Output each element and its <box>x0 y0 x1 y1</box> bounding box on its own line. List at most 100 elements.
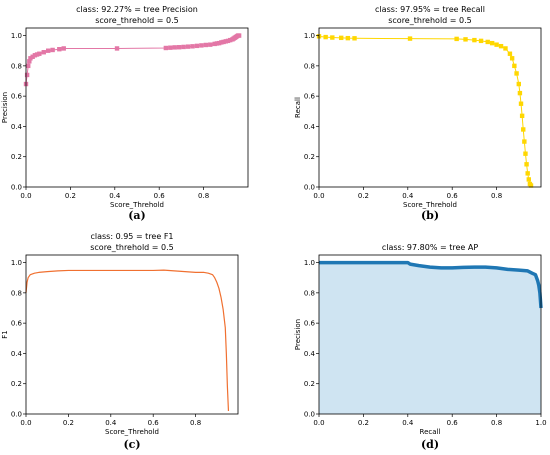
data-point-1 <box>323 34 328 40</box>
series-line <box>25 269 230 411</box>
data-point-6 <box>32 53 38 58</box>
data-point-22 <box>194 43 200 49</box>
y-tick-label: 0.6 <box>304 93 316 101</box>
data-point-21 <box>190 44 195 49</box>
data-point-4 <box>28 56 33 61</box>
data-point-16 <box>507 51 513 56</box>
axes-frame <box>25 254 239 415</box>
chart-subtitle: score_threhold = 0.5 <box>95 16 179 25</box>
data-point-29 <box>219 40 224 45</box>
x-tick-label: 0.2 <box>65 192 76 200</box>
x-axis-label: Score_Threhold <box>403 201 457 209</box>
y-tick-label: 0.4 <box>11 123 23 131</box>
data-point-7 <box>34 52 40 57</box>
data-point-30 <box>221 39 226 45</box>
x-tick-label: 0.2 <box>63 419 74 427</box>
y-tick-label: 0.8 <box>11 62 22 70</box>
panel-caption: (b) <box>421 209 439 222</box>
y-tick-label: 0.4 <box>11 350 23 358</box>
data-point-32 <box>225 38 231 44</box>
data-point-14 <box>498 43 504 49</box>
data-point-10 <box>46 48 51 53</box>
x-tick-label: 0.0 <box>313 419 324 427</box>
x-tick-label: 0.8 <box>198 192 209 200</box>
x-tick-label: 0.8 <box>190 419 201 427</box>
data-point-4 <box>345 35 351 41</box>
data-point-31 <box>223 39 228 44</box>
data-point-10 <box>478 38 484 44</box>
data-point-15 <box>503 46 508 51</box>
y-tick-label: 0.2 <box>11 153 22 161</box>
chart-panel-d: class: 97.80% = tree AP 0.0 0.2 0.4 0.6 0.8 1.… <box>294 243 547 451</box>
y-tick-label: 0.2 <box>304 380 315 388</box>
y-axis-label: Precision <box>294 319 302 350</box>
chart-subtitle: score_threhold = 0.5 <box>90 243 174 252</box>
x-tick-label: 0.4 <box>109 192 121 200</box>
chart-title: class: 97.95% = tree Recall <box>375 5 485 14</box>
y-tick-label: 0.0 <box>304 411 315 419</box>
data-point-28 <box>216 40 222 46</box>
data-point-33 <box>228 37 233 43</box>
chart-title: class: 92.27% = tree Precision <box>76 5 198 14</box>
x-tick-label: 0.4 <box>402 192 414 200</box>
data-point-23 <box>519 113 525 119</box>
x-tick-label: 0.6 <box>154 192 166 200</box>
y-tick-label: 0.8 <box>304 62 315 70</box>
y-tick-label: 0.6 <box>11 320 23 328</box>
x-tick-label: 0.8 <box>491 192 502 200</box>
data-point-17 <box>172 45 177 50</box>
y-tick-label: 0.0 <box>304 184 315 192</box>
x-axis-label: Score_Threhold <box>105 428 159 436</box>
data-point-25 <box>208 42 213 47</box>
y-tick-label: 1.0 <box>11 32 22 40</box>
chart-panel-b: class: 97.95% = tree Recall score_threhol… <box>294 5 542 222</box>
data-point-18 <box>176 45 182 50</box>
data-point-24 <box>521 127 526 132</box>
y-tick-label: 0.0 <box>11 411 22 419</box>
y-tick-label: 0.0 <box>11 184 22 192</box>
chart-panel-c: class: 0.95 = tree F1 score_threhold = 0.… <box>1 232 239 451</box>
data-point-1 <box>24 72 30 78</box>
data-point-28 <box>525 171 530 176</box>
data-point-26 <box>523 151 528 156</box>
y-axis-label: F1 <box>1 330 9 338</box>
y-tick-label: 0.2 <box>11 380 22 388</box>
data-point-20 <box>185 44 191 49</box>
series-line <box>318 35 532 186</box>
y-tick-label: 1.0 <box>304 32 315 40</box>
data-point-14 <box>114 46 120 51</box>
data-point-5 <box>352 36 357 41</box>
x-tick-label: 0.2 <box>358 192 369 200</box>
chart-subtitle: score_threhold = 0.5 <box>388 16 472 25</box>
x-tick-label: 0.6 <box>447 192 459 200</box>
axes-frame <box>318 254 542 415</box>
data-point-6 <box>407 36 413 41</box>
y-tick-label: 0.2 <box>304 153 315 161</box>
axes-frame <box>318 27 542 188</box>
y-axis-label: Precision <box>1 92 9 123</box>
x-tick-label: 0.4 <box>105 419 117 427</box>
chart-panel-a: class: 92.27% = tree Precision score_thre… <box>1 5 249 222</box>
x-axis-label: Score_Threhold <box>110 201 164 209</box>
x-tick-label: 0.4 <box>402 419 414 427</box>
chart-title: class: 0.95 = tree F1 <box>90 232 173 241</box>
data-point-16 <box>168 45 173 50</box>
data-point-27 <box>214 41 220 46</box>
data-point-5 <box>30 54 35 59</box>
x-tick-label: 0.8 <box>491 419 502 427</box>
data-point-31 <box>528 183 534 188</box>
data-point-19 <box>514 71 519 76</box>
data-point-7 <box>454 36 459 42</box>
y-tick-label: 0.8 <box>11 289 22 297</box>
data-point-23 <box>199 43 204 48</box>
axes-frame <box>25 27 249 188</box>
data-point-8 <box>37 51 42 56</box>
x-tick-label: 0.0 <box>313 192 324 200</box>
y-tick-label: 0.6 <box>304 320 316 328</box>
panel-caption: (d) <box>421 438 439 451</box>
data-point-22 <box>518 101 524 106</box>
data-point-27 <box>524 162 529 167</box>
data-point-20 <box>516 81 521 87</box>
x-tick-label: 1.0 <box>535 419 546 427</box>
y-tick-label: 0.4 <box>304 350 316 358</box>
